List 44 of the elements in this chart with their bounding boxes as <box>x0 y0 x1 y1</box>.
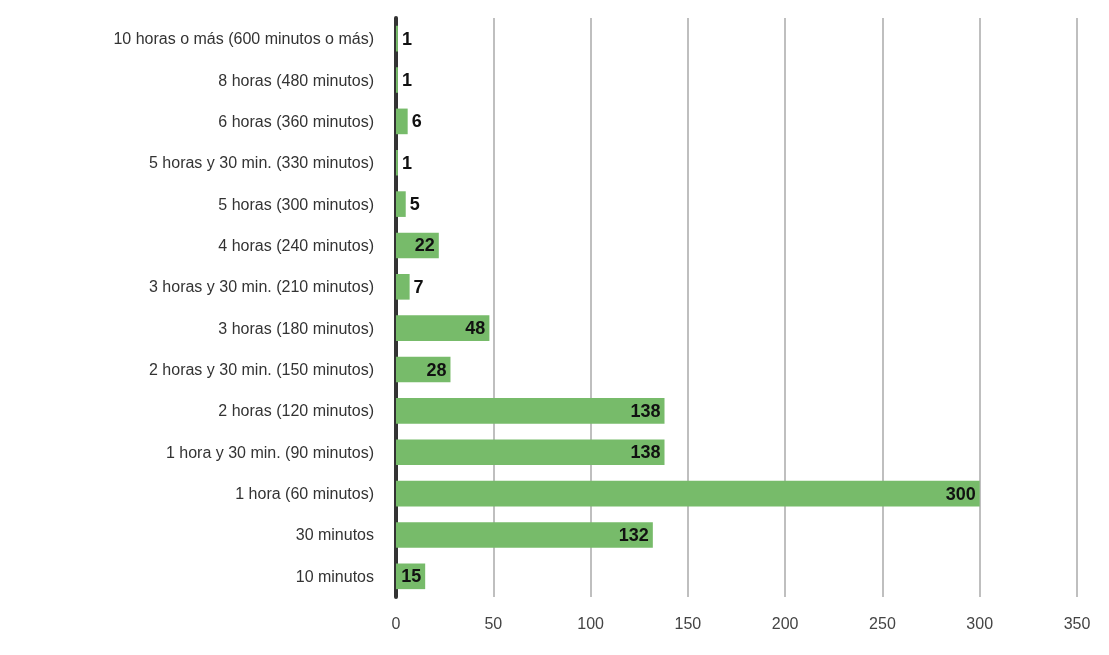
data-label: 6 <box>411 111 422 132</box>
x-tick-label: 100 <box>577 614 605 632</box>
x-tick-label: 350 <box>1063 614 1091 632</box>
data-label: 132 <box>618 524 649 545</box>
data-label: 7 <box>413 276 424 297</box>
y-tick-label: 30 minutos <box>295 526 374 544</box>
x-tick-label: 150 <box>674 614 702 632</box>
data-label: 1 <box>401 152 412 173</box>
bar <box>396 480 980 507</box>
bar <box>396 522 653 548</box>
bar <box>396 191 406 217</box>
y-tick-label: 6 horas (360 minutos) <box>218 112 374 130</box>
bar <box>396 398 665 424</box>
data-label: 28 <box>426 359 447 380</box>
data-label: 1 <box>401 28 412 49</box>
y-tick-label: 2 horas (120 minutos) <box>218 402 374 420</box>
bar <box>396 108 408 135</box>
y-tick-label: 8 horas (480 minutos) <box>218 71 374 89</box>
bar <box>396 274 410 300</box>
x-tick-label: 200 <box>771 614 799 632</box>
y-tick-label: 1 hora (60 minutos) <box>235 485 374 503</box>
data-label: 48 <box>465 318 486 339</box>
y-tick-label: 4 horas (240 minutos) <box>218 236 374 254</box>
y-tick-label: 10 horas o más (600 minutos o más) <box>113 30 374 48</box>
y-tick-label: 1 hora y 30 min. (90 minutos) <box>165 443 374 461</box>
data-label: 22 <box>414 235 435 256</box>
bar <box>396 315 490 341</box>
data-label: 138 <box>630 442 661 463</box>
x-tick-label: 0 <box>391 614 401 632</box>
x-tick-label: 50 <box>484 614 503 632</box>
data-label: 15 <box>401 566 422 587</box>
x-tick-label: 250 <box>869 614 896 632</box>
bar <box>396 439 665 466</box>
data-label: 1 <box>401 70 412 91</box>
y-tick-label: 3 horas y 30 min. (210 minutos) <box>149 278 374 296</box>
y-tick-label: 5 horas y 30 min. (330 minutos) <box>149 154 374 172</box>
y-tick-label: 5 horas (300 minutos) <box>218 195 374 213</box>
data-label: 138 <box>630 400 661 421</box>
x-tick-label: 300 <box>966 614 994 632</box>
y-tick-label: 10 minutos <box>295 567 374 585</box>
data-label: 300 <box>945 483 976 504</box>
y-tick-label: 3 horas (180 minutos) <box>218 319 374 337</box>
y-tick-label: 2 horas y 30 min. (150 minutos) <box>149 361 374 379</box>
data-label: 5 <box>409 194 420 215</box>
